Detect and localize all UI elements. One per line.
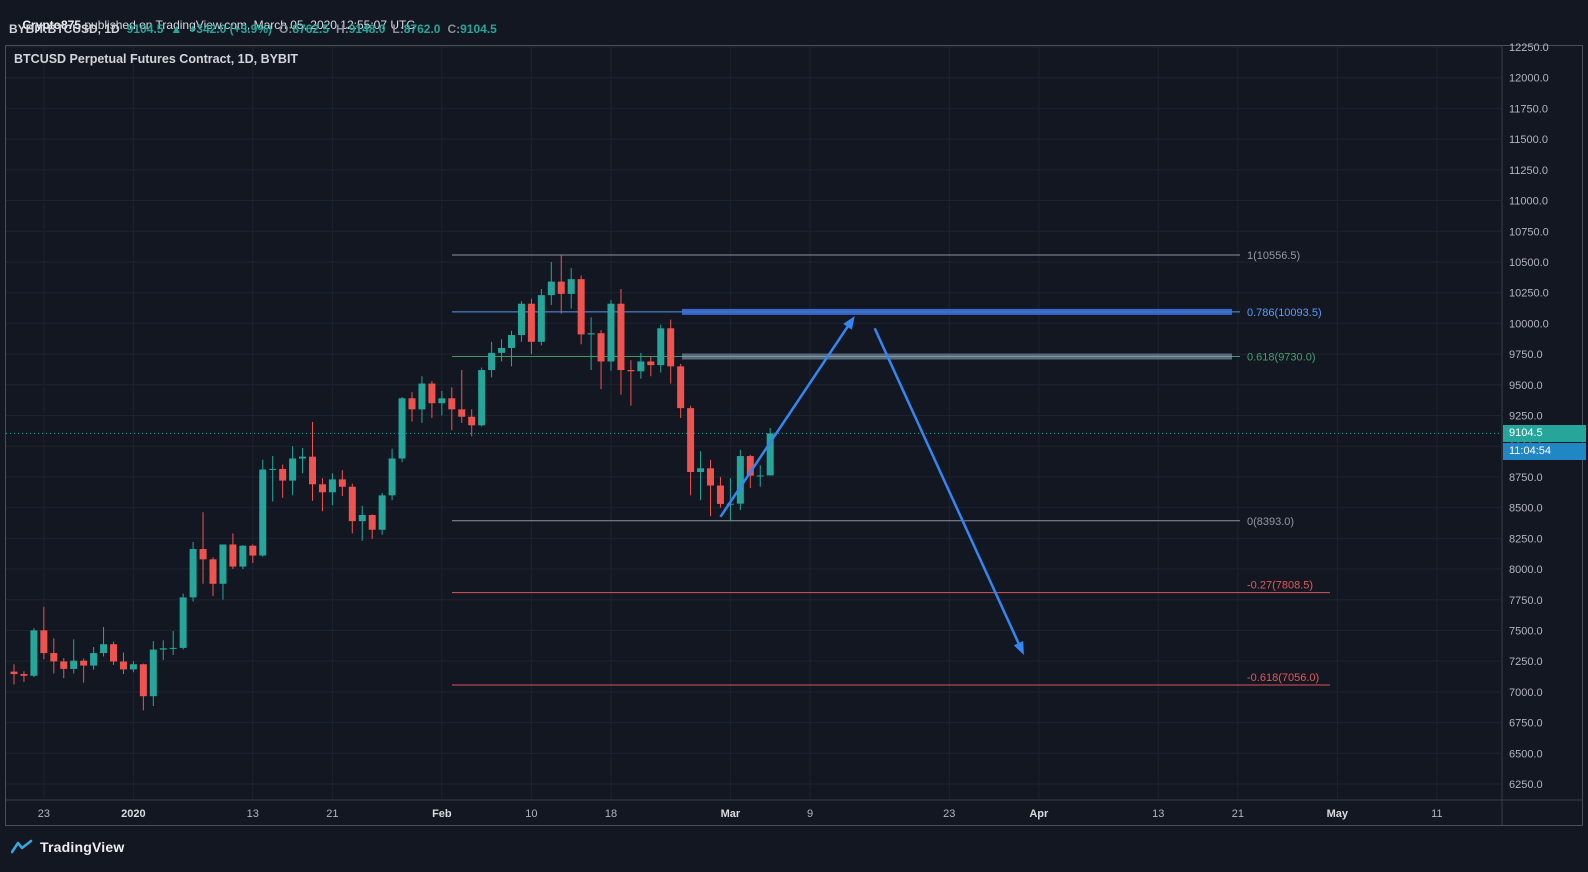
open-value: O:8762.5: [279, 22, 329, 36]
high-number: 9148.0: [348, 22, 386, 36]
price-axis-label: 7500.0: [1509, 625, 1543, 637]
price-axis-label: 8000.0: [1509, 564, 1543, 576]
tradingview-logo[interactable]: TradingView: [11, 839, 124, 855]
author-name: Crypto875: [22, 18, 82, 32]
time-axis-label: 13: [1152, 808, 1164, 820]
candles-layer: [10, 255, 774, 711]
symbol-name: BYBIT:BTCUSD, 1D: [9, 22, 120, 36]
time-axis-label: Apr: [1029, 808, 1049, 820]
price-axis-label: 12000.0: [1509, 73, 1549, 85]
chart-title: BTCUSD Perpetual Futures Contract, 1D, B…: [14, 52, 299, 66]
bar-close-countdown-tag: 11:04:54: [1503, 443, 1586, 460]
last-price-axis-tag: 9104.5: [1503, 425, 1586, 442]
low-number: 8762.0: [403, 22, 441, 36]
price-axis-label: 8750.0: [1509, 472, 1543, 484]
close-label: C:: [447, 22, 461, 36]
attribution-text: published on TradingView.com, March 05, …: [81, 18, 416, 32]
time-axis-label: 13: [247, 808, 259, 820]
price-axis-label: 10750.0: [1509, 226, 1549, 238]
fib-level-label: 0.786(10093.5): [1247, 307, 1322, 319]
attribution-bar: Crypto875 published on TradingView.com, …: [9, 4, 415, 46]
tradingview-logo-icon: [11, 839, 33, 854]
close-value: C:9104.5: [447, 22, 496, 36]
price-axis-label: 7000.0: [1509, 687, 1543, 699]
price-axis-label: 6500.0: [1509, 748, 1543, 760]
price-axis-label: 9250.0: [1509, 411, 1543, 423]
price-axis-label: 6250.0: [1509, 779, 1543, 791]
price-axis-label: 11000.0: [1509, 196, 1548, 208]
trend-arrows-layer[interactable]: [719, 316, 1024, 656]
time-axis-label: 21: [326, 808, 338, 820]
price-axis-label: 11500.0: [1509, 134, 1548, 146]
time-axis[interactable]: 23 2020 13 21 Feb 10 18 Mar 9 23 Apr 13 21 May 11: [38, 808, 1443, 820]
time-axis-label: 11: [1431, 808, 1442, 820]
time-axis-label: May: [1327, 808, 1349, 820]
time-axis-label: 10: [525, 808, 537, 820]
time-axis-label: Feb: [432, 808, 452, 820]
high-label: H:: [336, 22, 349, 36]
up-arrow-icon: ▲: [170, 22, 183, 36]
low-value: L:8762.0: [392, 22, 440, 36]
high-value: H:9148.0: [336, 22, 385, 36]
pane-borders: [5, 45, 1583, 826]
fib-level-label: 0.618(9730.0): [1247, 352, 1316, 364]
price-axis-label: 7250.0: [1509, 656, 1543, 668]
low-label: L:: [392, 22, 404, 36]
symbol-bar: BYBIT:BTCUSD, 1D 9104.5 ▲ +342.0 (+3.9%)…: [9, 22, 497, 36]
price-axis-label: 12250.0: [1509, 42, 1549, 54]
fib-retracement-layer[interactable]: 1(10556.5) 0.786(10093.5) 0.618(9730.0) 0(8…: [452, 250, 1330, 686]
fib-level-label: 0(8393.0): [1247, 516, 1294, 528]
price-axis-label: 10500.0: [1509, 257, 1549, 269]
price-axis-label: 9500.0: [1509, 380, 1543, 392]
price-axis-label: 9750.0: [1509, 349, 1543, 361]
price-axis-label: 8250.0: [1509, 533, 1543, 545]
fib-level-label: -0.27(7808.5): [1247, 580, 1313, 592]
price-axis-label: 11250.0: [1509, 165, 1548, 177]
time-axis-label: 23: [943, 808, 955, 820]
fib-level-label: -0.618(7056.0): [1247, 672, 1319, 684]
price-axis-label: 8500.0: [1509, 503, 1543, 515]
fib-level-label: 1(10556.5): [1247, 250, 1300, 262]
price-change: +342.0 (+3.9%): [189, 22, 272, 36]
time-axis-label: 2020: [121, 808, 145, 820]
price-axis[interactable]: 12250.0 12000.0 11750.0 11500.0 11250.0 11000…: [1509, 42, 1549, 791]
price-axis-label: 10000.0: [1509, 318, 1549, 330]
last-price-value: 9104.5: [126, 22, 164, 36]
time-axis-label: 21: [1232, 808, 1244, 820]
price-axis-label: 7750.0: [1509, 595, 1543, 607]
price-axis-label: 10250.0: [1509, 288, 1549, 300]
time-axis-label: 9: [807, 808, 813, 820]
close-number: 9104.5: [460, 22, 497, 36]
price-axis-label: 11750.0: [1509, 103, 1548, 115]
time-axis-label: Mar: [721, 808, 741, 820]
tradingview-logo-text: TradingView: [40, 839, 125, 855]
open-number: 8762.5: [292, 22, 330, 36]
grid-layer: [6, 46, 1501, 799]
time-axis-label: 23: [38, 808, 50, 820]
price-axis-label: 6750.0: [1509, 718, 1543, 730]
time-axis-label: 18: [605, 808, 617, 820]
open-label: O:: [279, 22, 293, 36]
